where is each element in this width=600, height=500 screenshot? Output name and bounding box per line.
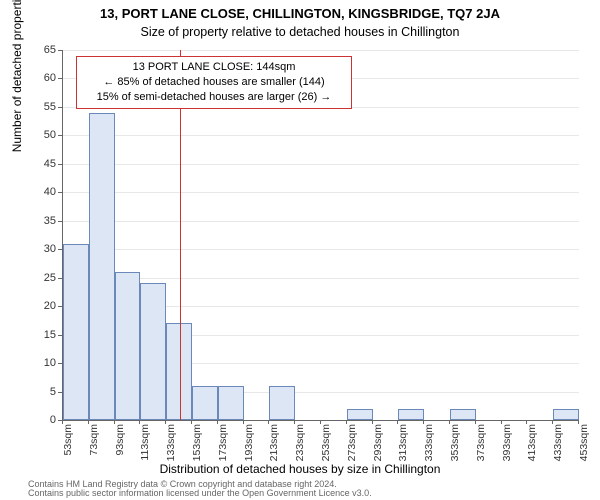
xtick-label: 253sqm (320, 424, 332, 474)
xtick-label: 53sqm (62, 424, 74, 474)
xtick-label: 73sqm (88, 424, 100, 474)
ytick-mark (58, 335, 62, 336)
xtick-label: 333sqm (423, 424, 435, 474)
ytick-label: 5 (32, 386, 56, 398)
xtick-label: 313sqm (397, 424, 409, 474)
xtick-label: 413sqm (526, 424, 538, 474)
gridline (63, 221, 579, 222)
ytick-mark (58, 363, 62, 364)
xtick-label: 93sqm (114, 424, 126, 474)
ytick-label: 0 (32, 414, 56, 426)
histogram-bar (140, 283, 166, 420)
histogram-bar (89, 113, 115, 420)
annotation-box: 13 PORT LANE CLOSE: 144sqm← 85% of detac… (76, 56, 352, 109)
gridline (63, 50, 579, 51)
gridline (63, 249, 579, 250)
xtick-label: 173sqm (217, 424, 229, 474)
footer-text: Contains HM Land Registry data © Crown c… (28, 480, 372, 498)
ytick-label: 45 (32, 158, 56, 170)
histogram-bar (269, 386, 295, 420)
histogram-bar (192, 386, 218, 420)
xtick-label: 153sqm (191, 424, 203, 474)
xtick-label: 273sqm (346, 424, 358, 474)
xtick-label: 113sqm (139, 424, 151, 474)
ytick-label: 15 (32, 329, 56, 341)
histogram-bar (63, 244, 89, 420)
xtick-label: 373sqm (475, 424, 487, 474)
xtick-label: 393sqm (501, 424, 513, 474)
ytick-label: 35 (32, 215, 56, 227)
histogram-bar (553, 409, 579, 420)
ytick-mark (58, 249, 62, 250)
footer-line-2: Contains public sector information licen… (28, 488, 372, 498)
xtick-label: 133sqm (165, 424, 177, 474)
ytick-label: 25 (32, 272, 56, 284)
ytick-label: 65 (32, 44, 56, 56)
ytick-label: 20 (32, 300, 56, 312)
xtick-label: 293sqm (372, 424, 384, 474)
chart-title: 13, PORT LANE CLOSE, CHILLINGTON, KINGSB… (0, 0, 600, 21)
ytick-label: 10 (32, 357, 56, 369)
ytick-label: 55 (32, 101, 56, 113)
xtick-label: 433sqm (552, 424, 564, 474)
ytick-label: 30 (32, 243, 56, 255)
ytick-mark (58, 306, 62, 307)
xtick-label: 453sqm (578, 424, 590, 474)
histogram-bar (218, 386, 244, 420)
histogram-bar (450, 409, 476, 420)
ytick-mark (58, 135, 62, 136)
chart-subtitle: Size of property relative to detached ho… (0, 21, 600, 39)
ytick-mark (58, 221, 62, 222)
ytick-label: 50 (32, 129, 56, 141)
annotation-line: 15% of semi-detached houses are larger (… (83, 90, 345, 105)
ytick-mark (58, 278, 62, 279)
histogram-bar (115, 272, 141, 420)
ytick-mark (58, 107, 62, 108)
y-axis-label: Number of detached properties (10, 0, 24, 152)
chart-container: 13, PORT LANE CLOSE, CHILLINGTON, KINGSB… (0, 0, 600, 500)
gridline (63, 278, 579, 279)
ytick-mark (58, 50, 62, 51)
ytick-mark (58, 164, 62, 165)
xtick-label: 233sqm (294, 424, 306, 474)
xtick-label: 193sqm (243, 424, 255, 474)
ytick-mark (58, 392, 62, 393)
gridline (63, 192, 579, 193)
annotation-line: ← 85% of detached houses are smaller (14… (83, 75, 345, 90)
xtick-label: 353sqm (449, 424, 461, 474)
histogram-bar (166, 323, 192, 420)
gridline (63, 135, 579, 136)
ytick-mark (58, 78, 62, 79)
histogram-bar (347, 409, 373, 420)
histogram-bar (398, 409, 424, 420)
gridline (63, 164, 579, 165)
ytick-label: 40 (32, 186, 56, 198)
xtick-label: 213sqm (268, 424, 280, 474)
ytick-label: 60 (32, 72, 56, 84)
ytick-mark (58, 192, 62, 193)
annotation-line: 13 PORT LANE CLOSE: 144sqm (83, 60, 345, 75)
